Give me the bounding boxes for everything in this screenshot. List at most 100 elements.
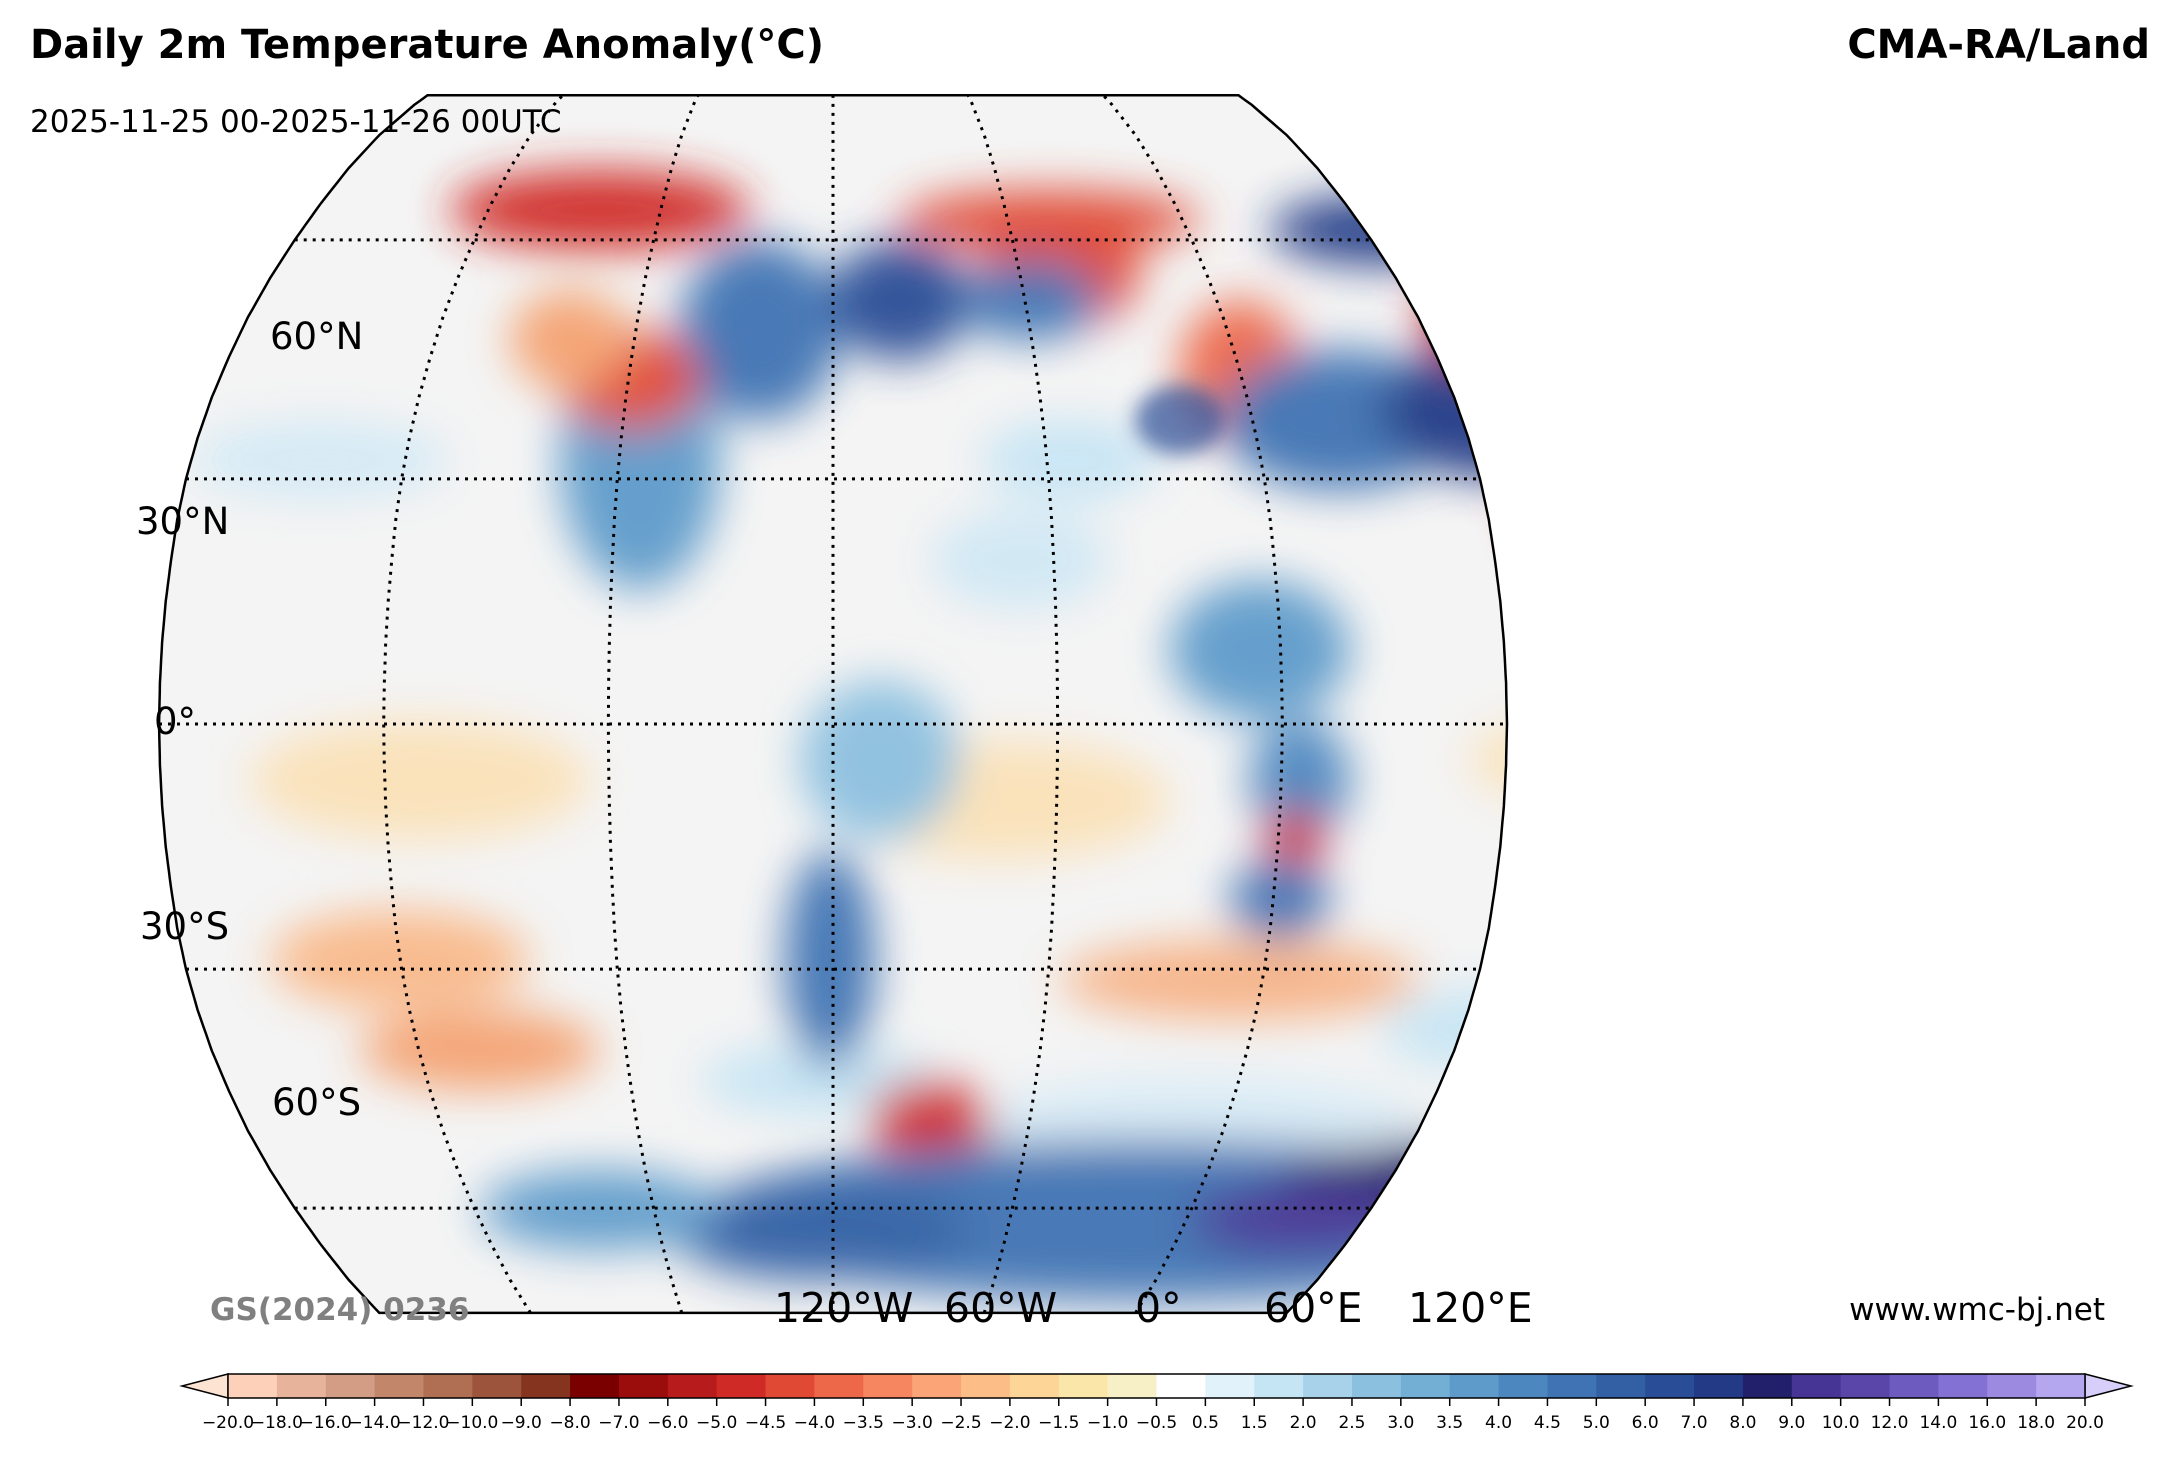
colorbar-swatch <box>863 1374 913 1398</box>
colorbar-swatch <box>521 1374 571 1398</box>
lon-label-60w: 60°W <box>944 1284 1058 1332</box>
colorbar-swatch <box>814 1374 864 1398</box>
colorbar-swatch <box>912 1374 962 1398</box>
lat-label-60s: 60°S <box>272 1081 362 1124</box>
colorbar-swatch <box>1791 1374 1842 1398</box>
colorbar-tick-label: 0.5 <box>1192 1413 1219 1433</box>
lat-label-60n: 60°N <box>270 315 364 358</box>
valid-period: 2025-11-25 00-2025-11-26 00UTC <box>30 104 562 140</box>
colorbar-swatch <box>374 1374 425 1398</box>
colorbar-tick-label: 12.0 <box>1871 1413 1909 1433</box>
colorbar-swatch <box>765 1374 816 1398</box>
lon-label-60e: 60°E <box>1264 1284 1363 1332</box>
colorbar-tick-label: 20.0 <box>2066 1413 2104 1433</box>
colorbar-tick-label: −18.0 <box>251 1413 303 1433</box>
colorbar-swatch <box>1107 1374 1158 1398</box>
colorbar-tick-label: 2.5 <box>1338 1413 1365 1433</box>
data-source: CMA-RA/Land <box>1847 22 2150 68</box>
lon-label-120e: 120°E <box>1408 1284 1533 1332</box>
colorbar-tick-label: 3.5 <box>1436 1413 1463 1433</box>
colorbar-tick-label: 10.0 <box>1822 1413 1860 1433</box>
colorbar-tick-label: 18.0 <box>2017 1413 2055 1433</box>
colorbar-swatch <box>1254 1374 1304 1398</box>
colorbar-tick-label: 8.0 <box>1729 1413 1756 1433</box>
colorbar-swatch <box>1840 1374 1891 1398</box>
colorbar-tick-label: −1.0 <box>1087 1413 1128 1433</box>
colorbar-swatch <box>1742 1374 1793 1398</box>
colorbar-tick-label: −9.0 <box>501 1413 542 1433</box>
graticule <box>159 95 1507 1313</box>
colorbar-swatch <box>1645 1374 1695 1398</box>
colorbar-swatch <box>618 1374 669 1398</box>
colorbar-tick-label: −0.5 <box>1136 1413 1177 1433</box>
colorbar-tick-label: −1.5 <box>1038 1413 1079 1433</box>
colorbar-tick-label: −4.5 <box>745 1413 786 1433</box>
colorbar-tick-label: 1.5 <box>1241 1413 1268 1433</box>
colorbar-swatch <box>1156 1374 1206 1398</box>
colorbar: −20.0−18.0−16.0−14.0−12.0−10.0 −9.0 −8.0 −7… <box>179 1373 2134 1433</box>
colorbar-swatch <box>1303 1374 1353 1398</box>
lon-label-120w: 120°W <box>774 1284 914 1332</box>
colorbar-tick-label: 5.0 <box>1583 1413 1610 1433</box>
colorbar-swatch <box>472 1374 522 1398</box>
map-review-number: GS(2024) 0236 <box>210 1292 470 1328</box>
map-title: Daily 2m Temperature Anomaly(°C) <box>30 22 824 68</box>
colorbar-tick-label: −6.0 <box>647 1413 688 1433</box>
lat-label-0: 0° <box>154 700 197 743</box>
colorbar-swatch <box>1694 1374 1744 1398</box>
colorbar-tick-label: −7.0 <box>598 1413 639 1433</box>
colorbar-tick-label: −5.0 <box>696 1413 737 1433</box>
lat-label-30n: 30°N <box>136 500 230 543</box>
colorbar-tick-label: −20.0 <box>202 1413 254 1433</box>
colorbar-tick-label: −3.5 <box>843 1413 884 1433</box>
colorbar-swatch <box>1889 1374 1939 1398</box>
colorbar-swatch <box>1449 1374 1500 1398</box>
colorbar-swatch <box>1205 1374 1255 1398</box>
colorbar-swatches <box>179 1373 2134 1399</box>
colorbar-swatch <box>423 1374 473 1398</box>
colorbar-tick-label: 3.0 <box>1387 1413 1414 1433</box>
colorbar-tick-label: −2.0 <box>989 1413 1030 1433</box>
colorbar-swatch <box>961 1374 1011 1398</box>
website-link[interactable]: www.wmc-bj.net <box>1849 1292 2105 1328</box>
lon-label-0: 0° <box>1135 1284 1182 1332</box>
colorbar-swatch <box>1058 1374 1109 1398</box>
colorbar-tick-label: 4.0 <box>1485 1413 1512 1433</box>
colorbar-tick-label: −12.0 <box>397 1413 449 1433</box>
colorbar-swatch <box>325 1374 376 1398</box>
colorbar-tick-label: 9.0 <box>1778 1413 1805 1433</box>
colorbar-tick-label: 4.5 <box>1534 1413 1561 1433</box>
colorbar-tick-label: 2.0 <box>1290 1413 1317 1433</box>
colorbar-tick-label: −4.0 <box>794 1413 835 1433</box>
colorbar-swatch <box>716 1374 767 1398</box>
colorbar-tick-label: −14.0 <box>349 1413 401 1433</box>
colorbar-over-arrow <box>2084 1373 2134 1399</box>
colorbar-tick-label: 6.0 <box>1632 1413 1659 1433</box>
colorbar-under-arrow <box>179 1373 229 1399</box>
colorbar-tick-label: −3.0 <box>892 1413 933 1433</box>
colorbar-tick-label: 16.0 <box>1968 1413 2006 1433</box>
colorbar-ticks: −20.0−18.0−16.0−14.0−12.0−10.0 −9.0 −8.0 −7… <box>202 1398 2104 1433</box>
colorbar-swatch <box>667 1374 718 1398</box>
colorbar-tick-label: −10.0 <box>446 1413 498 1433</box>
colorbar-swatch <box>1351 1374 1402 1398</box>
colorbar-tick-label: −2.5 <box>940 1413 981 1433</box>
colorbar-swatch <box>276 1374 327 1398</box>
lat-label-30s: 30°S <box>140 905 230 948</box>
colorbar-swatch <box>1009 1374 1060 1398</box>
colorbar-tick-label: 14.0 <box>1919 1413 1957 1433</box>
colorbar-swatch <box>1938 1374 1988 1398</box>
colorbar-tick-label: 7.0 <box>1681 1413 1708 1433</box>
colorbar-swatch <box>1547 1374 1597 1398</box>
colorbar-swatch <box>1596 1374 1646 1398</box>
colorbar-tick-label: −16.0 <box>300 1413 352 1433</box>
map-boundary <box>157 94 1509 1315</box>
colorbar-tick-label: −8.0 <box>549 1413 590 1433</box>
colorbar-swatch <box>1987 1374 2037 1398</box>
colorbar-swatch <box>1400 1374 1451 1398</box>
colorbar-swatch <box>228 1374 278 1398</box>
colorbar-swatch <box>1498 1374 1549 1398</box>
colorbar-swatch <box>2036 1374 2086 1398</box>
